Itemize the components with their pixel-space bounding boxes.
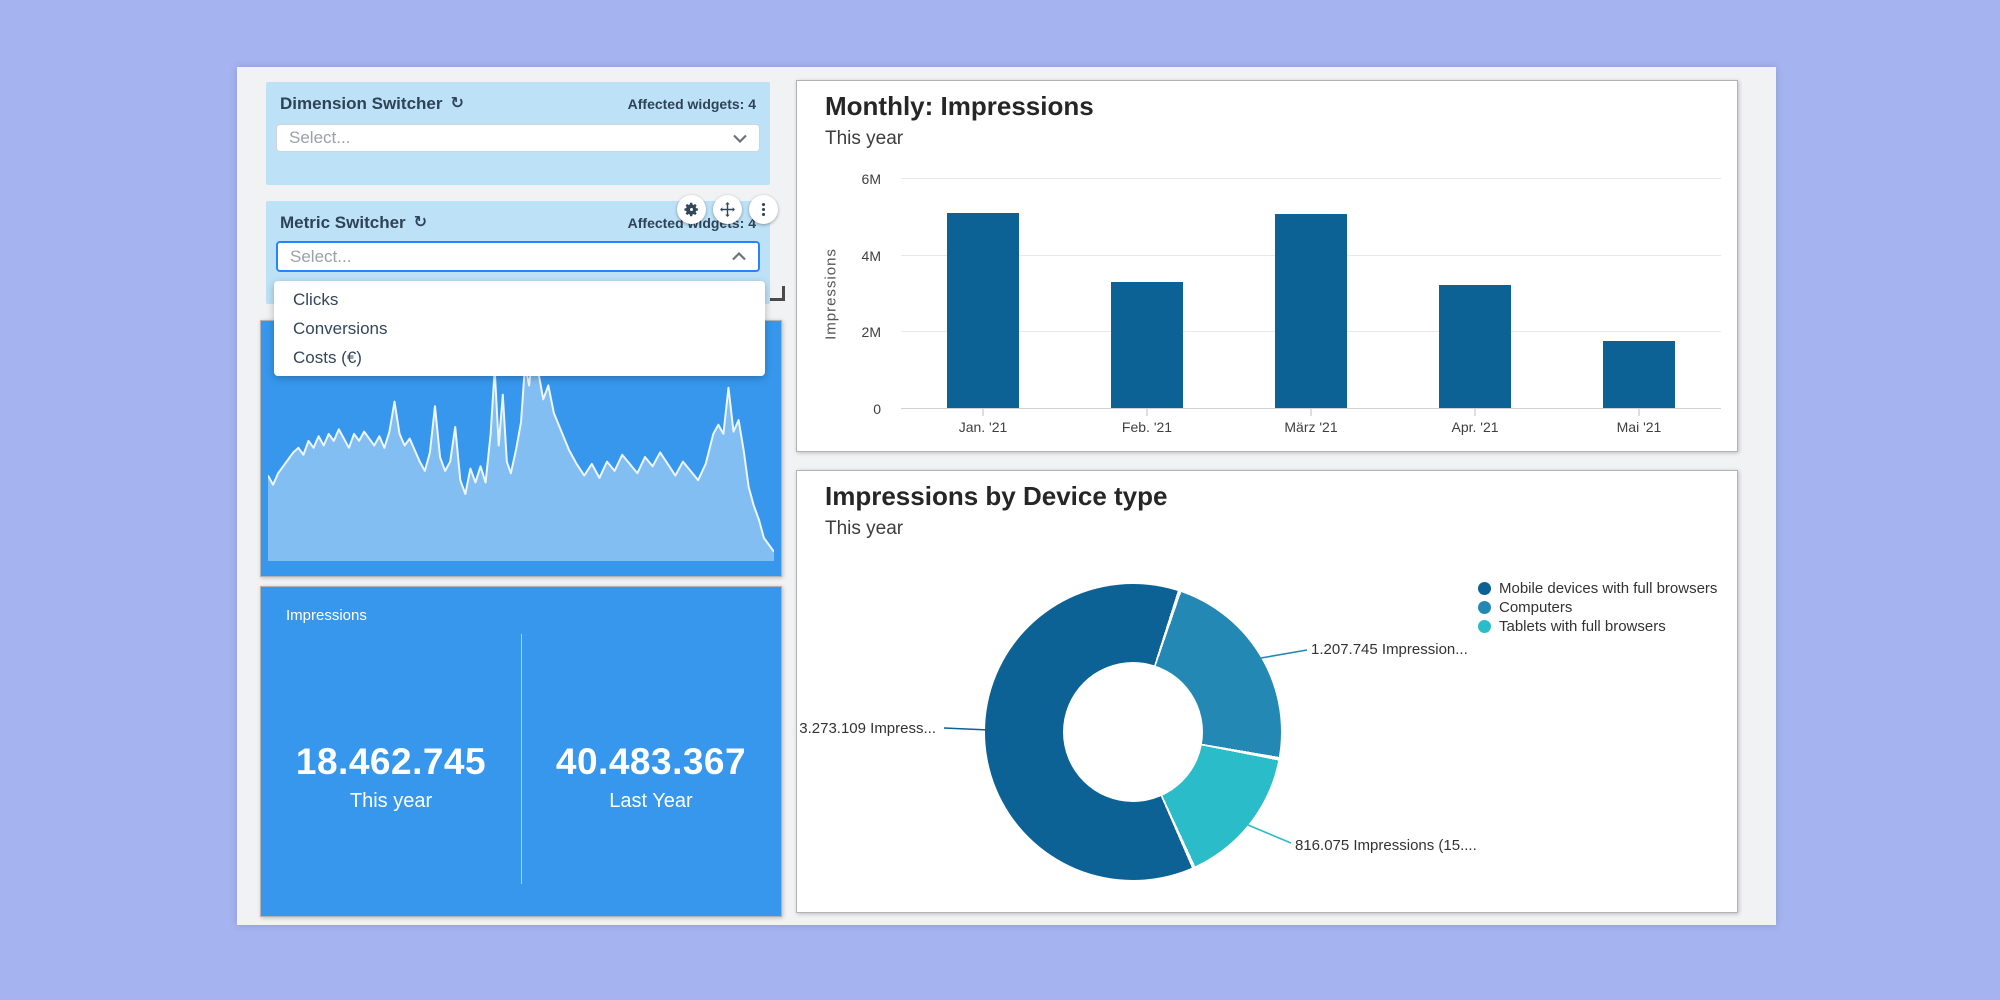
refresh-icon[interactable]: ↻ — [450, 95, 464, 112]
kpi-last-year: 40.483.367 Last Year — [521, 627, 781, 916]
donut-chart-title: Impressions by Device type — [825, 481, 1168, 511]
sparkline-line — [268, 348, 774, 551]
donut-callout-computers: 1.207.745 Impression... — [1311, 641, 1468, 658]
donut-chart-subtitle: This year — [825, 518, 904, 539]
legend-item[interactable]: Computers — [1478, 598, 1717, 617]
dropdown-option[interactable]: Clicks — [293, 290, 339, 309]
y-tick-label: 6M — [861, 171, 881, 187]
donut-chart-widget: Impressions by Device type This year 3.2… — [796, 470, 1738, 913]
kpi-label: Last Year — [609, 789, 693, 812]
legend-item[interactable]: Mobile devices with full browsers — [1478, 579, 1717, 598]
gridline — [901, 408, 1721, 409]
chevron-down-icon — [733, 134, 747, 143]
legend-label: Computers — [1499, 599, 1573, 616]
legend-dot-icon — [1478, 620, 1491, 633]
dimension-select-placeholder: Select... — [289, 128, 351, 147]
kpi-widget: Impressions 18.462.745 This year 40.483.… — [260, 586, 782, 917]
x-tick — [982, 409, 984, 416]
dimension-switcher-title: Dimension Switcher — [280, 94, 443, 113]
kebab-menu-icon — [761, 202, 766, 217]
kpi-label: This year — [349, 789, 433, 812]
metric-options-dropdown: Clicks Conversions Costs (€) — [274, 281, 765, 376]
y-tick-label: 2M — [861, 324, 881, 341]
sparkline-area — [268, 348, 774, 561]
bar[interactable] — [1275, 214, 1347, 408]
bar-chart-subtitle: This year — [825, 128, 904, 149]
affected-widgets-count: Affected widgets: 4 — [627, 96, 756, 112]
bar[interactable] — [1111, 281, 1183, 408]
x-tick — [1474, 409, 1476, 416]
bar[interactable] — [1603, 340, 1675, 408]
x-tick — [1638, 409, 1640, 416]
donut-hole — [1063, 662, 1203, 802]
donut-legend: Mobile devices with full browsers Compute… — [1478, 579, 1717, 636]
donut-ring[interactable] — [985, 584, 1281, 880]
metric-select[interactable]: Select... — [276, 241, 760, 272]
bar-plot-area — [901, 178, 1721, 416]
y-tick-label: 0 — [873, 401, 881, 417]
kpi-divider — [521, 634, 522, 884]
move-button[interactable] — [713, 195, 742, 224]
legend-item[interactable]: Tablets with full browsers — [1478, 617, 1717, 636]
x-tick — [1310, 409, 1312, 416]
donut-callout-tablets: 816.075 Impressions (15.... — [1295, 837, 1477, 854]
widget-toolbar — [677, 195, 778, 224]
sparkline-chart — [268, 330, 774, 561]
x-tick-label: Mai '21 — [1616, 419, 1662, 435]
bar-chart-widget: Monthly: Impressions This year Impressio… — [796, 80, 1738, 452]
dimension-switcher-widget: Dimension Switcher ↻ Affected widgets: 4… — [266, 82, 770, 185]
dimension-select[interactable]: Select... — [276, 124, 760, 152]
y-tick-label: 4M — [861, 247, 881, 264]
widget-resize-handle[interactable] — [770, 286, 785, 301]
kpi-value: 18.462.745 — [295, 740, 487, 782]
x-axis-labels: Jan. '21 Feb. '21 März '21 Apr. '21 Mai '21 — [901, 419, 1721, 439]
dashboard-canvas: Dimension Switcher ↻ Affected widgets: 4… — [237, 67, 1776, 925]
kpi-value: 40.483.367 — [555, 740, 747, 782]
gear-icon — [684, 202, 698, 217]
dropdown-option[interactable]: Conversions — [293, 319, 388, 338]
x-tick-label: Feb. '21 — [1121, 419, 1173, 435]
x-tick — [1146, 409, 1148, 416]
x-tick-label: Apr. '21 — [1451, 419, 1499, 435]
y-axis-ticks: 0 2M 4M 6M — [797, 171, 891, 417]
metric-select-placeholder: Select... — [290, 246, 352, 266]
bar-chart-title: Monthly: Impressions — [825, 91, 1094, 121]
dropdown-option[interactable]: Costs (€) — [293, 348, 362, 367]
legend-dot-icon — [1478, 582, 1491, 595]
metric-switcher-title: Metric Switcher — [280, 213, 406, 232]
legend-label: Mobile devices with full browsers — [1499, 580, 1718, 597]
bar[interactable] — [947, 212, 1019, 408]
gridline — [901, 178, 1721, 179]
donut-callout-mobile: 3.273.109 Impress... — [799, 720, 936, 737]
refresh-icon[interactable]: ↻ — [413, 214, 428, 231]
x-tick-label: Jan. '21 — [958, 419, 1008, 435]
x-tick-label: März '21 — [1284, 419, 1338, 435]
bar[interactable] — [1439, 285, 1511, 408]
settings-button[interactable] — [677, 195, 706, 224]
move-icon — [720, 202, 735, 217]
chevron-up-icon — [732, 252, 746, 261]
legend-label: Tablets with full browsers — [1499, 618, 1666, 635]
dimension-switcher-header: Dimension Switcher ↻ Affected widgets: 4 — [266, 82, 770, 120]
legend-dot-icon — [1478, 601, 1491, 614]
kpi-title: Impressions — [286, 607, 367, 624]
kpi-this-year: 18.462.745 This year — [261, 627, 521, 916]
more-options-button[interactable] — [749, 195, 778, 224]
